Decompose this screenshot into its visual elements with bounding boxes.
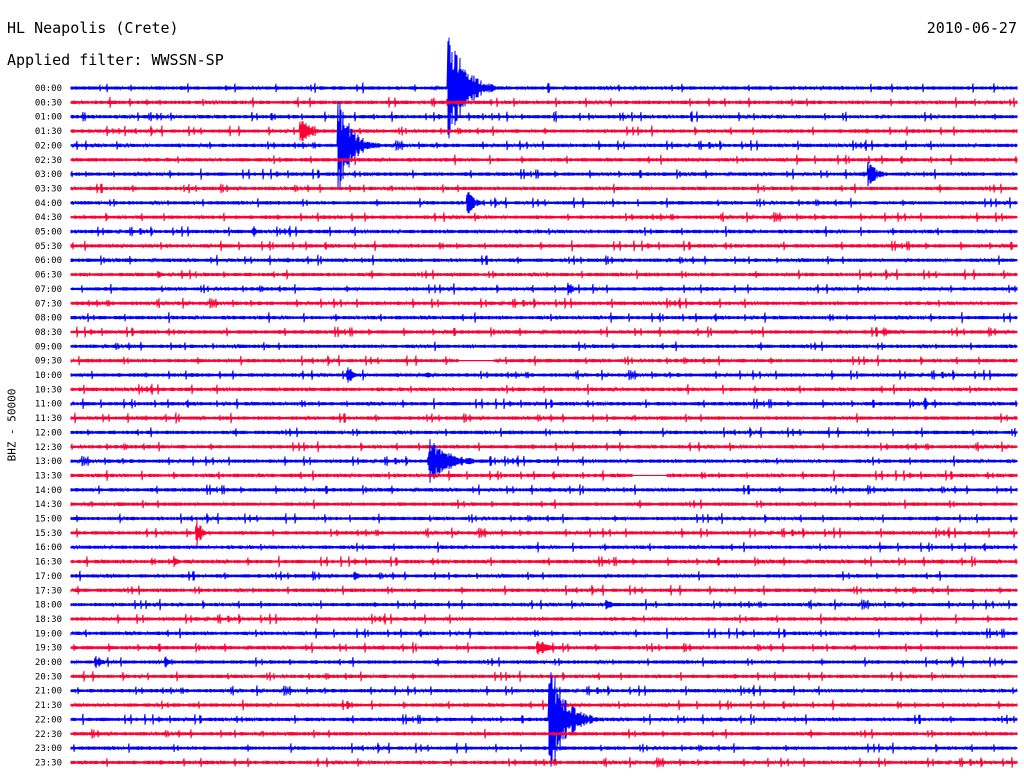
row-time-label: 00:30 [35,98,62,108]
row-time-label: 02:00 [35,141,62,151]
row-time-label: 11:30 [35,414,62,424]
row-time-label: 09:30 [35,357,62,367]
row-time-label: 21:00 [35,687,62,697]
row-time-label: 15:00 [35,515,62,525]
row-time-label: 11:00 [35,400,62,410]
row-time-label: 18:00 [35,601,62,611]
row-time-label: 19:30 [35,644,62,654]
row-time-label: 14:00 [35,486,62,496]
row-time-label: 13:30 [35,471,62,481]
row-time-label: 06:00 [35,256,62,266]
row-time-label: 22:30 [35,730,62,740]
row-time-label: 15:30 [35,529,62,539]
row-time-label: 00:00 [35,84,62,94]
row-time-label: 12:30 [35,443,62,453]
row-time-label: 16:30 [35,558,62,568]
row-time-label: 09:00 [35,342,62,352]
row-time-label: 07:00 [35,285,62,295]
row-time-label: 04:30 [35,213,62,223]
row-time-label: 19:00 [35,629,62,639]
row-time-label: 18:30 [35,615,62,625]
row-time-label: 20:30 [35,672,62,682]
row-time-label: 01:30 [35,127,62,137]
row-time-label: 21:30 [35,701,62,711]
row-time-label: 08:30 [35,328,62,338]
row-time-label: 17:30 [35,586,62,596]
row-time-label: 03:30 [35,184,62,194]
date-label: 2010-06-27 [926,19,1017,37]
row-time-label: 06:30 [35,271,62,281]
row-time-label: 13:00 [35,457,62,467]
filter-label: Applied filter: WWSSN-SP [7,51,224,69]
row-time-label: 02:30 [35,156,62,166]
row-time-label: 05:30 [35,242,62,252]
row-time-label: 05:00 [35,228,62,238]
row-time-label: 23:00 [35,744,62,754]
row-time-label: 17:00 [35,572,62,582]
row-time-label: 01:00 [35,113,62,123]
row-time-label: 10:30 [35,385,62,395]
row-time-label: 14:30 [35,500,62,510]
row-time-label: 10:00 [35,371,62,381]
row-time-label: 23:30 [35,758,62,768]
row-time-label: 20:00 [35,658,62,668]
station-title: HL Neapolis (Crete) [7,19,179,37]
row-time-label: 03:00 [35,170,62,180]
row-time-label: 08:00 [35,314,62,324]
row-time-label: 22:00 [35,715,62,725]
row-time-label: 16:00 [35,543,62,553]
row-time-label: 07:30 [35,299,62,309]
row-time-label: 04:00 [35,199,62,209]
row-time-label: 12:00 [35,428,62,438]
